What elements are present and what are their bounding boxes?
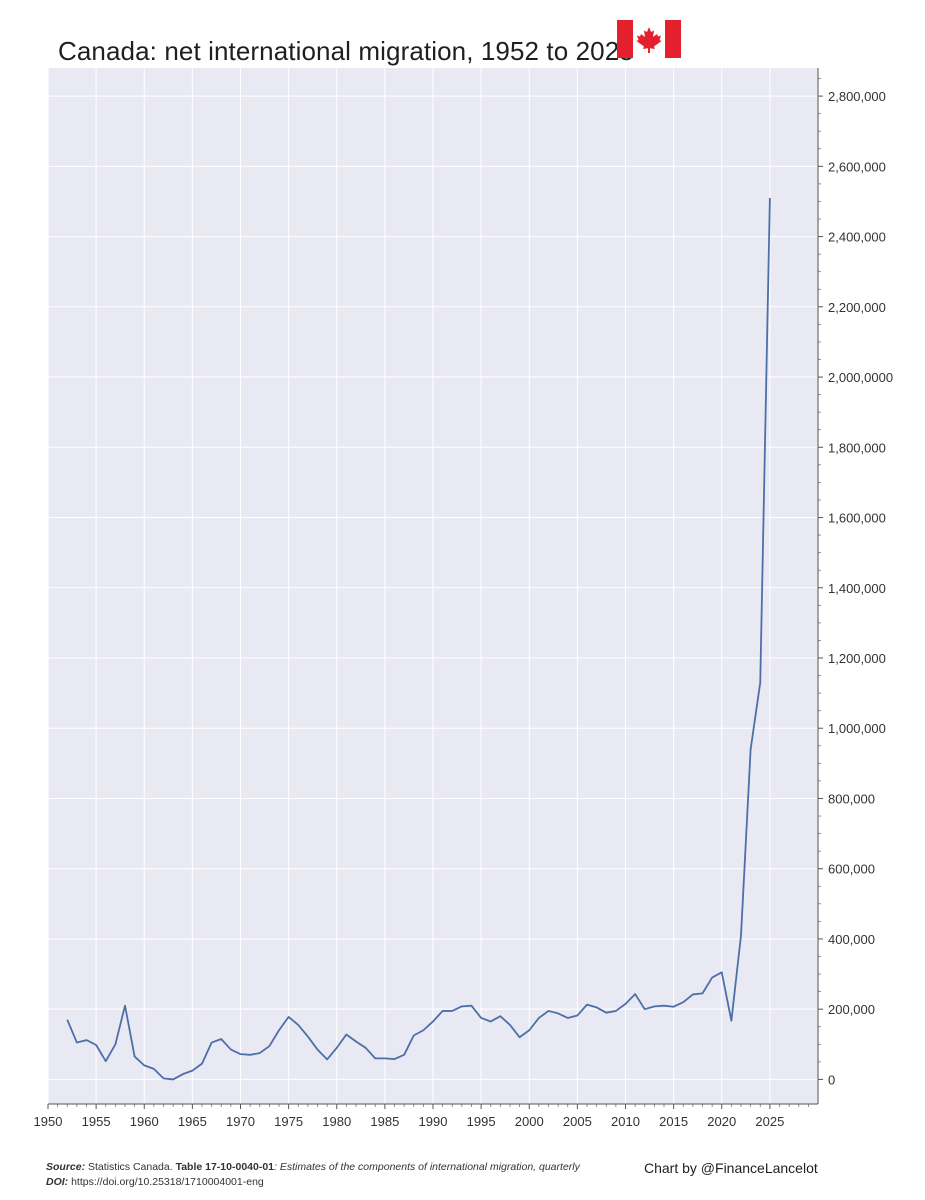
x-tick-label: 2015 [659, 1114, 688, 1129]
x-tick-label: 1965 [178, 1114, 207, 1129]
series-line [66, 197, 771, 1081]
x-tick-label: 1970 [226, 1114, 255, 1129]
source-prefix: Source: [46, 1161, 86, 1173]
axes: 1950 1955 1960 1965 1970 1975 1980 1985 1990 1995… [34, 68, 893, 1129]
x-tick-label: 1995 [467, 1114, 496, 1129]
x-tick-label: 1985 [370, 1114, 399, 1129]
y-tick-label: 800,000 [828, 791, 875, 806]
y-tick-label: 200,000 [828, 1002, 875, 1017]
source-text: Statistics Canada. [85, 1161, 176, 1173]
y-tick-label: 400,000 [828, 932, 875, 947]
x-tick-label: 2005 [563, 1114, 592, 1129]
x-tick-label: 1950 [34, 1114, 63, 1129]
line-chart: 1950 1955 1960 1965 1970 1975 1980 1985 1990 1995… [34, 68, 893, 1129]
doi-prefix: DOI: [46, 1176, 69, 1189]
y-tick-label: 1,400,000 [828, 581, 886, 596]
x-tick-label: 2010 [611, 1114, 640, 1129]
y-tick-label: 1,800,000 [828, 440, 886, 455]
y-tick-label: 2,000,0000 [828, 370, 893, 385]
x-tick-label: 2020 [707, 1114, 736, 1129]
y-tick-label: 600,000 [828, 862, 875, 877]
y-tick-label: 1,000,000 [828, 721, 886, 736]
chart-title: Canada: net international migration, 195… [58, 36, 634, 66]
x-tick-label: 1960 [130, 1114, 159, 1129]
series [66, 197, 771, 1081]
chart-credit: Chart by @FinanceLancelot [644, 1160, 818, 1176]
x-tick-label: 1975 [274, 1114, 303, 1129]
y-tick-label: 0 [828, 1072, 835, 1087]
x-tick-label: 2025 [755, 1114, 784, 1129]
y-tick-label: 2,200,000 [828, 300, 886, 315]
x-tick-label: 1990 [419, 1114, 448, 1129]
y-tick-label: 2,400,000 [828, 230, 886, 245]
x-tick-label: 1955 [82, 1114, 111, 1129]
table-desc: : Estimates of the components of interna… [274, 1161, 580, 1173]
grid [47, 68, 818, 1104]
y-tick-label: 1,600,000 [828, 511, 886, 526]
y-tick-label: 2,800,000 [828, 89, 886, 104]
source-note: Source: Statistics Canada. Table 17-10-0… [46, 1160, 646, 1190]
doi-text: https://doi.org/10.25318/1710004001-eng [68, 1176, 264, 1189]
y-tick-label: 2,600,000 [828, 159, 886, 174]
canada-flag-icon [617, 20, 681, 58]
y-tick-label: 1,200,000 [828, 651, 886, 666]
x-tick-label: 1980 [322, 1114, 351, 1129]
x-tick-label: 2000 [515, 1114, 544, 1129]
table-ref: Table 17-10-0040-01 [175, 1161, 275, 1173]
